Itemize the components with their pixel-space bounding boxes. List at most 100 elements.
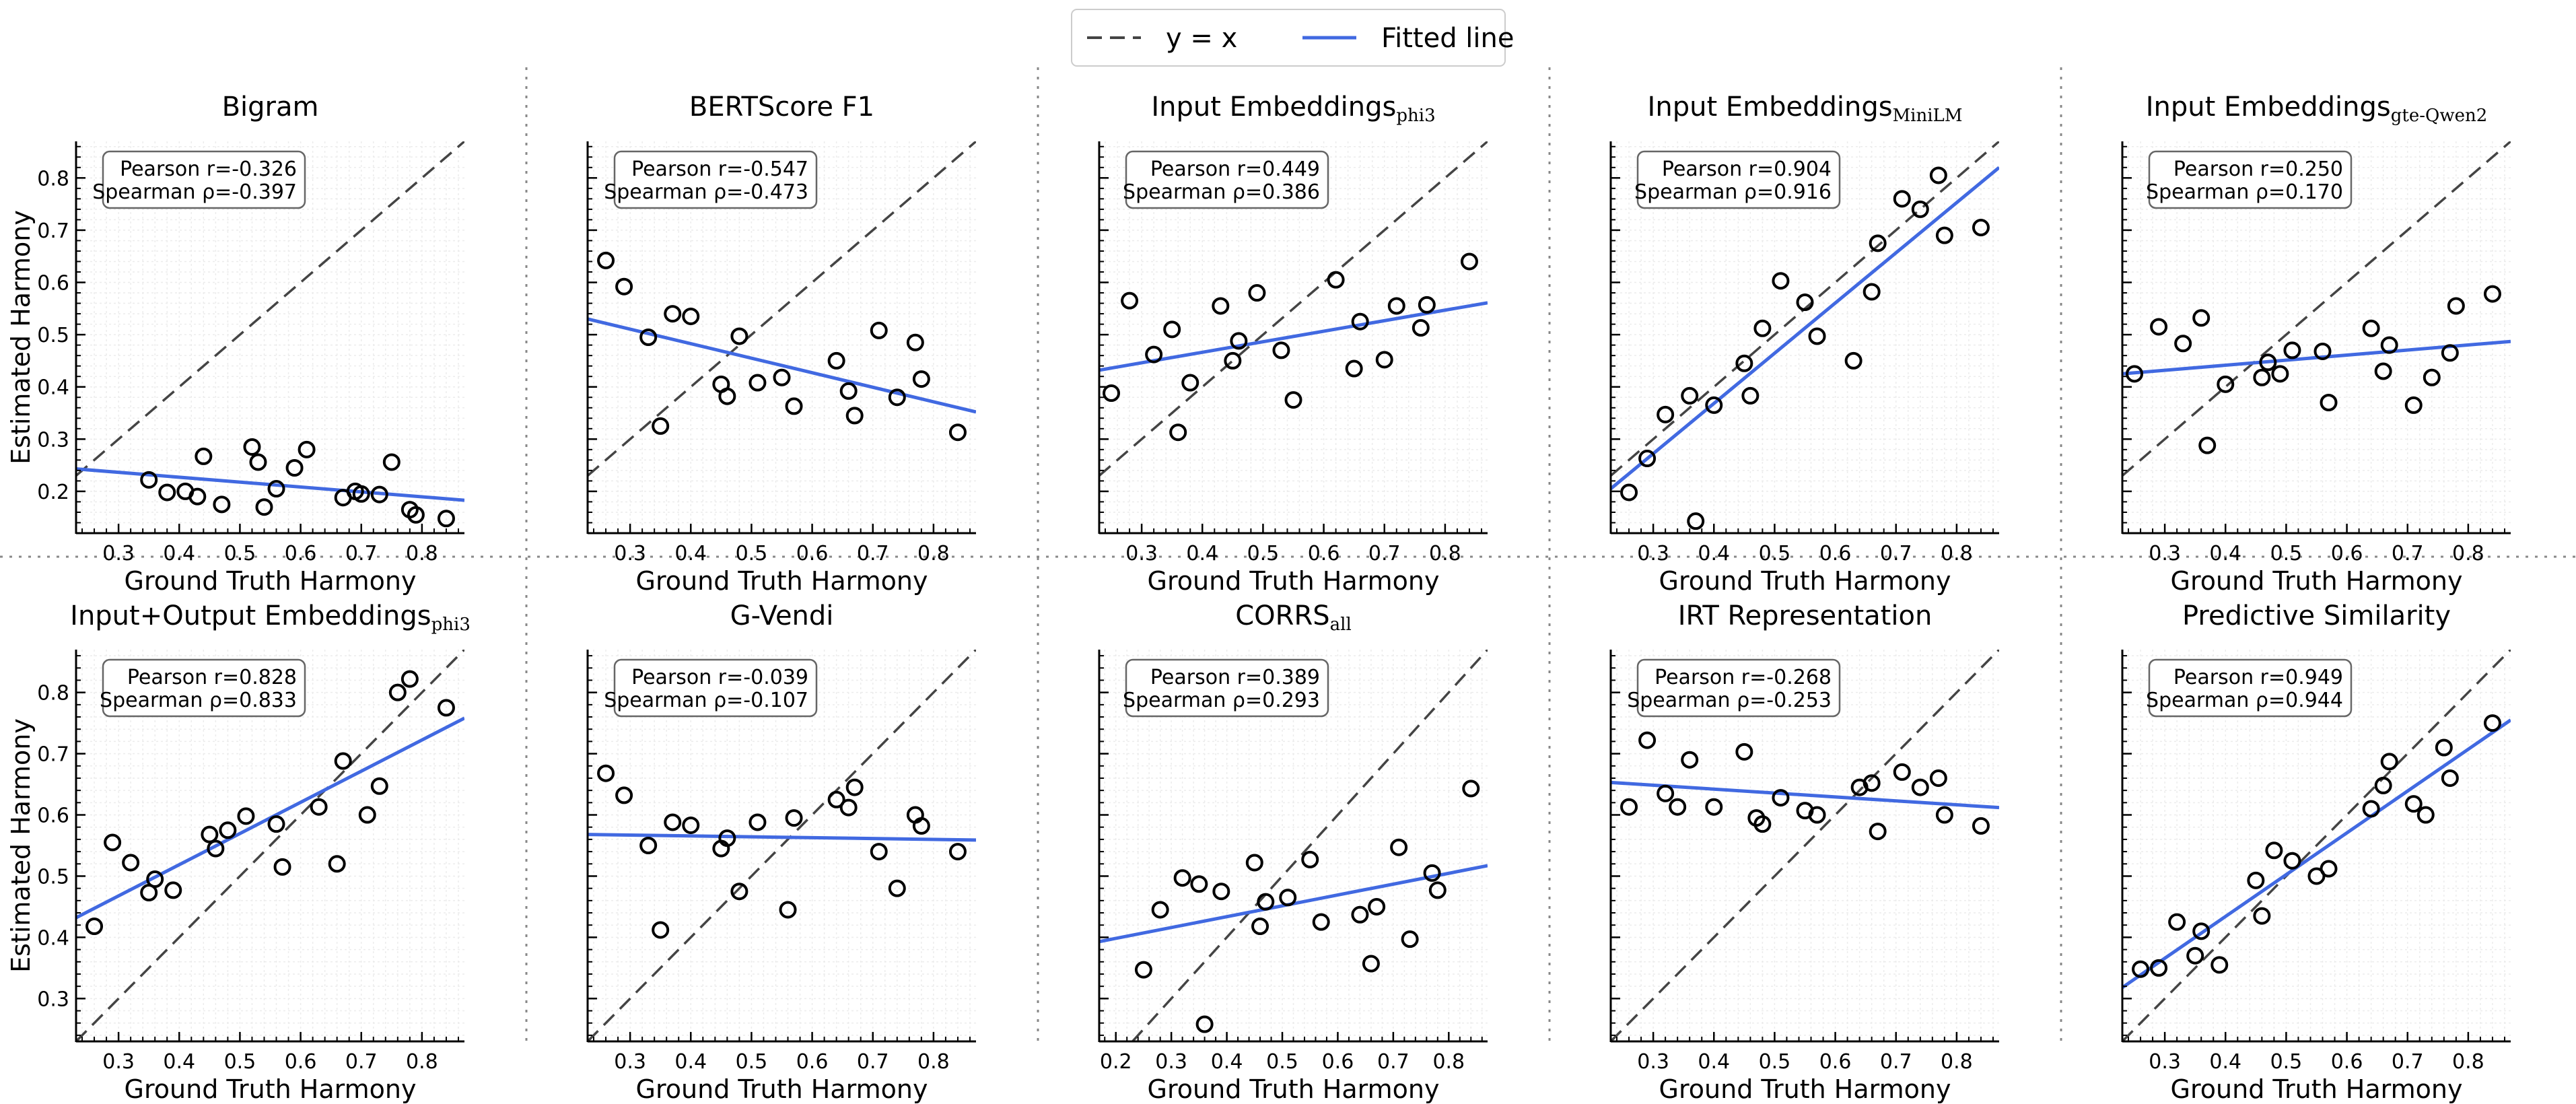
- data-point: [1423, 864, 1441, 882]
- data-point: [773, 368, 791, 386]
- identity-line: [1611, 650, 1999, 1041]
- data-point: [334, 752, 352, 770]
- panel-title-main: Predictive Similarity: [2182, 600, 2451, 631]
- data-point: [2483, 714, 2501, 732]
- data-point: [2416, 806, 2435, 824]
- data-point: [1893, 763, 1911, 781]
- data-point: [437, 699, 455, 717]
- data-point: [1230, 332, 1248, 350]
- data-point: [839, 382, 858, 400]
- data-point: [1412, 319, 1430, 337]
- x-tick-label: 0.6: [796, 542, 829, 565]
- data-point: [255, 498, 273, 516]
- x-axis-label: Ground Truth Harmony: [125, 1074, 417, 1104]
- data-point: [779, 901, 797, 919]
- data-point: [1368, 897, 1386, 916]
- pearson-label: Pearson r=0.949: [2173, 666, 2343, 689]
- identity-line: [2122, 141, 2511, 477]
- legend-frame: [1071, 9, 1506, 67]
- scatter-panel: 0.3 0.4 0.5 0.6 0.7 0.8 0.3 0.4 0.5 0.6 0.7 0.8 Inpu…: [6, 600, 471, 1104]
- panel-title: G-Vendi: [730, 600, 834, 631]
- y-axis-label: Estimated Harmony: [6, 210, 36, 464]
- x-tick-label: 0.4: [2209, 1050, 2241, 1074]
- y-tick-label: 0.2: [37, 481, 69, 504]
- data-point: [1844, 351, 1863, 370]
- x-tick-label: 0.4: [2209, 542, 2241, 565]
- data-point: [1257, 893, 1275, 911]
- data-point: [267, 815, 285, 833]
- x-tick-label: 0.6: [2331, 542, 2363, 565]
- data-point: [2320, 860, 2338, 878]
- x-tick-label: 0.4: [163, 542, 195, 565]
- data-point: [615, 786, 633, 804]
- pearson-label: Pearson r=-0.268: [1655, 666, 1832, 689]
- x-tick-label: 0.4: [674, 1050, 707, 1074]
- data-point: [352, 485, 370, 503]
- x-axis-label: Ground Truth Harmony: [636, 566, 928, 596]
- scatter-panel: 0.3 0.4 0.5 0.6 0.7 0.8 Input Embeddingsgte-Qw…: [2121, 92, 2511, 596]
- fitted-line: [588, 833, 976, 842]
- y-tick-label: 0.7: [37, 743, 69, 767]
- data-point: [1375, 351, 1393, 369]
- stats-box: [1125, 150, 1329, 209]
- x-tick-label: 0.7: [857, 542, 889, 565]
- scatter-panel: 0.3 0.4 0.5 0.6 0.7 0.8 BERTScore F1 Pearson r=…: [586, 92, 976, 596]
- identity-line: [76, 141, 464, 477]
- y-tick-label: 0.8: [37, 682, 69, 705]
- data-point: [2447, 297, 2465, 315]
- data-point: [785, 809, 803, 827]
- data-point: [1312, 913, 1330, 931]
- x-tick-label: 0.7: [1880, 542, 1912, 565]
- scatter-panel: 0.3 0.4 0.5 0.6 0.7 0.8 G-Vendi Pearson r=-0.03…: [586, 600, 976, 1104]
- x-tick-label: 0.5: [1247, 542, 1280, 565]
- x-tick-label: 0.2: [1100, 1050, 1132, 1074]
- panel-title: Input Embeddingsgte-Qwen2: [2146, 92, 2488, 126]
- data-point: [1753, 319, 1772, 337]
- data-point: [1687, 512, 1705, 530]
- stats-box: [613, 150, 818, 209]
- x-tick-label: 0.6: [1819, 542, 1852, 565]
- spearman-label: Spearman ρ=0.833: [100, 689, 297, 712]
- data-point: [639, 329, 658, 346]
- data-point: [1345, 359, 1363, 378]
- data-point: [140, 471, 158, 489]
- data-point: [2253, 907, 2271, 925]
- x-tick-label: 0.4: [163, 1050, 195, 1074]
- x-tick-label: 0.8: [1429, 542, 1461, 565]
- data-point: [370, 777, 388, 795]
- data-point: [1911, 778, 1929, 796]
- data-point: [122, 854, 140, 872]
- data-point: [1638, 450, 1657, 468]
- data-point: [2404, 795, 2423, 813]
- x-tick-label: 0.4: [1698, 542, 1730, 565]
- identity-line: [76, 650, 464, 1041]
- x-tick-label: 0.3: [1155, 1050, 1187, 1074]
- pearson-label: Pearson r=0.449: [1150, 158, 1320, 181]
- data-point: [164, 881, 182, 899]
- data-point: [1134, 961, 1152, 979]
- data-point: [639, 837, 658, 854]
- pearson-label: Pearson r=-0.547: [631, 158, 808, 181]
- data-point: [1195, 1015, 1214, 1033]
- x-tick-label: 0.6: [2331, 1050, 2363, 1074]
- x-tick-label: 0.7: [1377, 1050, 1409, 1074]
- data-point: [912, 370, 930, 388]
- data-point: [195, 447, 213, 465]
- y-tick-label: 0.4: [37, 376, 69, 400]
- x-tick-label: 0.8: [1941, 1050, 1973, 1074]
- pearson-label: Pearson r=0.389: [1150, 666, 1320, 689]
- data-point: [1212, 883, 1230, 901]
- x-tick-label: 0.8: [1941, 542, 1973, 565]
- data-point: [1796, 294, 1814, 312]
- x-tick-label: 0.6: [796, 1050, 829, 1074]
- x-tick-label: 0.5: [1266, 1050, 1298, 1074]
- data-point: [682, 816, 700, 834]
- data-point: [1657, 784, 1675, 802]
- pearson-label: Pearson r=0.250: [2173, 158, 2343, 181]
- data-point: [870, 321, 888, 339]
- data-point: [382, 453, 401, 471]
- x-tick-label: 0.5: [2270, 542, 2303, 565]
- x-tick-label: 0.7: [2392, 1050, 2424, 1074]
- panel-title-main: G-Vendi: [730, 600, 834, 631]
